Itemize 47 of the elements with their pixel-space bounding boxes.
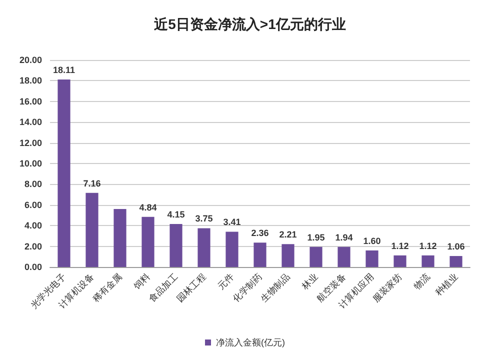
data-label: 2.36: [251, 228, 269, 238]
bar: [170, 224, 182, 267]
bar: [142, 216, 154, 267]
bar: [114, 209, 126, 267]
data-label: 4.84: [139, 202, 157, 212]
data-label: 2.21: [279, 230, 297, 240]
y-tick-label: 12.00: [19, 138, 42, 148]
y-tick-label: 0.00: [24, 262, 42, 272]
bar: [198, 228, 210, 267]
data-label: 1.95: [307, 232, 325, 242]
data-label: 4.15: [167, 210, 185, 220]
bar: [338, 246, 350, 267]
bar: [226, 232, 238, 267]
chart-title: 近5日资金净流入>1亿元的行业: [153, 16, 346, 32]
bar: [86, 192, 98, 267]
bar: [58, 80, 70, 267]
y-tick-label: 2.00: [24, 241, 42, 252]
x-tick-label: 种植业: [433, 271, 460, 298]
y-tick-label: 14.00: [19, 117, 42, 128]
data-label: 1.12: [419, 240, 437, 251]
legend-label: 净流入金额(亿元): [216, 338, 285, 348]
bar: [282, 244, 294, 267]
bar: [310, 246, 322, 267]
data-label: 1.06: [447, 242, 465, 252]
data-label: 3.41: [223, 217, 241, 228]
data-label: 1.12: [391, 240, 409, 251]
bar: [254, 242, 266, 267]
x-tick-label: 饲料: [131, 271, 152, 292]
y-tick-label: 20.00: [19, 55, 42, 65]
x-tick-label: 林业: [299, 271, 320, 292]
data-label: 18.11: [52, 65, 76, 76]
data-label: 3.75: [195, 214, 213, 224]
bar: [422, 255, 434, 267]
y-tick-label: 10.00: [19, 158, 42, 168]
x-tick-label: 元件: [216, 271, 236, 292]
bar: [450, 256, 462, 267]
x-tick-label: 物流: [412, 271, 432, 292]
data-label: 1.60: [363, 236, 381, 246]
y-tick-label: 8.00: [24, 179, 42, 190]
data-label: 1.94: [335, 232, 353, 242]
y-tick-label: 6.00: [24, 200, 42, 210]
data-label: 7.16: [83, 178, 101, 188]
y-tick-label: 18.00: [19, 76, 42, 86]
y-tick-label: 4.00: [24, 220, 42, 231]
bar: [366, 250, 378, 267]
y-tick-label: 16.00: [19, 96, 42, 106]
bar: [394, 255, 406, 267]
